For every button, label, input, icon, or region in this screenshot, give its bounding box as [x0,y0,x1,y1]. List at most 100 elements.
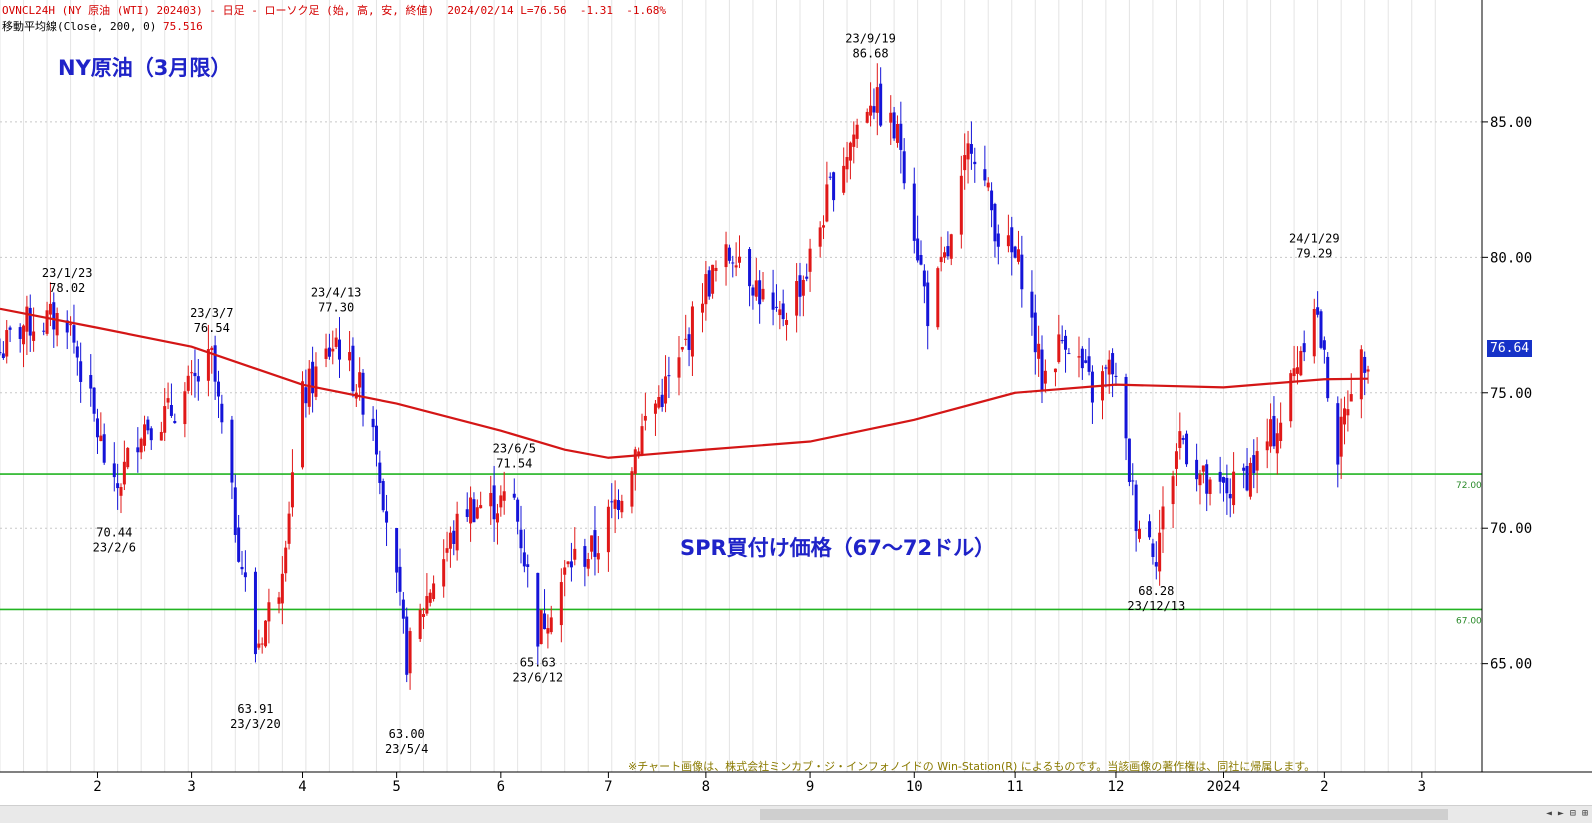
candle-body [519,529,523,549]
candle-body [112,463,116,478]
candle-body [1275,433,1279,454]
candle-body [563,567,567,575]
candle-body [1053,368,1057,373]
scrollbar-thumb[interactable] [760,809,1448,820]
candle-body [785,320,789,325]
candle-body [163,406,167,433]
candle-body [1326,356,1330,399]
spr-price-label: SPR買付け価格（67～72ドル） [680,536,996,560]
candle-body [1040,349,1044,390]
candle-body [1349,394,1353,402]
candle-body [139,438,143,453]
candle-body [1245,465,1249,491]
candle-body [1067,353,1071,355]
candle-body [1016,249,1020,262]
candle-body [1265,441,1269,451]
candle-body [559,582,563,626]
price-annotation: 23/9/19 [845,31,896,45]
candle-body [75,346,79,358]
candle-body [704,274,708,305]
candle-body [65,320,69,333]
candle-body [778,309,782,316]
candle-body [1343,408,1347,425]
candle-body [536,572,540,647]
candle-body [781,303,785,320]
candle-body [1087,356,1091,372]
candle-body [499,495,503,508]
price-annotation: 77.30 [318,300,354,314]
candle-body [89,375,93,389]
x-tick-label: 3 [1418,779,1426,795]
candle-body [327,347,331,357]
candle-body [616,500,620,510]
candle-body [754,280,758,297]
price-annotation: 71.54 [496,456,532,470]
support-line-label: 67.00 [1456,616,1482,626]
candle-body [808,248,812,272]
candle-body [983,169,987,181]
candle-body [973,161,977,165]
candle-body [1248,462,1252,497]
price-annotation: 65.63 [520,656,556,670]
candle-body [408,631,412,674]
candle-body [42,330,46,332]
symbol-line: OVNCL24H (NY 原油 (WTI) 202403) - 日足 - ローソ… [2,4,435,17]
candle-body [307,368,311,407]
candle-body [996,233,1000,247]
candle-body [260,643,264,645]
candle-body [1346,409,1350,416]
candle-body [1033,312,1037,353]
candle-body [304,387,308,404]
ma-value: 75.516 [162,20,203,33]
candle-body [337,339,341,360]
scroll-controls-icon[interactable]: ◄ ► ⊟ ⊞ [1545,808,1588,819]
candle-body [724,244,728,268]
candle-body [1272,415,1276,447]
y-tick-label: 75.00 [1490,386,1532,402]
candle-body [213,345,217,382]
candle-body [1020,254,1024,290]
candle-body [1037,343,1041,359]
x-tick-label: 6 [497,779,505,795]
candle-body [472,499,476,523]
candle-body [667,375,671,377]
candle-body [596,553,600,560]
candle-body [395,528,399,573]
candle-body [1131,480,1135,482]
copyright-note: ※チャート画像は、株式会社ミンカブ・ジ・インフォノイドの Win-Station… [628,760,1316,773]
price-annotation: 23/3/7 [190,306,233,320]
candle-body [1,353,5,358]
candle-body [280,573,284,604]
candle-body [1198,474,1202,486]
candle-body [549,617,553,633]
candle-body [586,558,590,569]
candle-body [516,499,520,522]
price-annotation: 23/3/20 [230,717,281,731]
candle-body [253,571,257,655]
candle-body [422,614,426,617]
candle-body [959,175,963,235]
candle-body [257,643,261,648]
candle-body [986,182,990,188]
candle-body [1124,376,1128,439]
candle-body [852,134,856,147]
candle-body [872,106,876,113]
candle-body [348,352,352,361]
candle-body [620,500,624,513]
candle-body [966,143,970,160]
candle-body [119,487,123,496]
candle-body [1134,484,1138,532]
candle-body [1252,455,1256,474]
candle-body [314,366,318,397]
candle-body [465,509,469,517]
x-tick-label: 2024 [1207,779,1241,795]
x-tick-label: 12 [1108,779,1125,795]
candle-body [684,338,688,340]
candle-body [126,447,130,468]
candle-body [606,506,610,553]
horizontal-scrollbar[interactable]: ◄ ► ⊟ ⊞ [0,805,1592,823]
candle-body [946,246,950,257]
candle-body [714,267,718,272]
candle-body [653,403,657,414]
candle-body [169,404,173,416]
